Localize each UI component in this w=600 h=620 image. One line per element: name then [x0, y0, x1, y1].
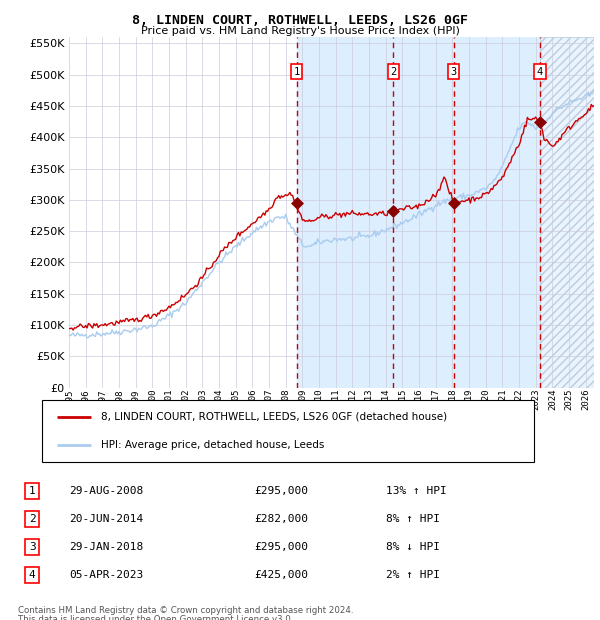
Text: 1: 1 — [29, 486, 35, 496]
Text: 29-JAN-2018: 29-JAN-2018 — [70, 542, 144, 552]
Text: £295,000: £295,000 — [254, 486, 308, 496]
Text: 20-JUN-2014: 20-JUN-2014 — [70, 514, 144, 524]
Text: 2% ↑ HPI: 2% ↑ HPI — [386, 570, 440, 580]
Text: 29-AUG-2008: 29-AUG-2008 — [70, 486, 144, 496]
Text: 1: 1 — [293, 66, 300, 77]
Text: Price paid vs. HM Land Registry's House Price Index (HPI): Price paid vs. HM Land Registry's House … — [140, 26, 460, 36]
Text: 13% ↑ HPI: 13% ↑ HPI — [386, 486, 447, 496]
Text: 8% ↓ HPI: 8% ↓ HPI — [386, 542, 440, 552]
Text: 4: 4 — [29, 570, 35, 580]
Text: 3: 3 — [29, 542, 35, 552]
Bar — [540, 37, 594, 387]
Text: 8, LINDEN COURT, ROTHWELL, LEEDS, LS26 0GF: 8, LINDEN COURT, ROTHWELL, LEEDS, LS26 0… — [132, 14, 468, 27]
Text: 4: 4 — [537, 66, 543, 77]
Text: 05-APR-2023: 05-APR-2023 — [70, 570, 144, 580]
Text: 8% ↑ HPI: 8% ↑ HPI — [386, 514, 440, 524]
Bar — [296, 37, 540, 387]
Text: Contains HM Land Registry data © Crown copyright and database right 2024.: Contains HM Land Registry data © Crown c… — [18, 606, 353, 616]
Text: 8, LINDEN COURT, ROTHWELL, LEEDS, LS26 0GF (detached house): 8, LINDEN COURT, ROTHWELL, LEEDS, LS26 0… — [101, 412, 447, 422]
Text: £425,000: £425,000 — [254, 570, 308, 580]
Text: This data is licensed under the Open Government Licence v3.0.: This data is licensed under the Open Gov… — [18, 615, 293, 620]
Text: 2: 2 — [391, 66, 397, 77]
Text: HPI: Average price, detached house, Leeds: HPI: Average price, detached house, Leed… — [101, 440, 325, 450]
Text: 2: 2 — [29, 514, 35, 524]
Text: £295,000: £295,000 — [254, 542, 308, 552]
Bar — [540, 37, 594, 387]
Text: 3: 3 — [451, 66, 457, 77]
Text: £282,000: £282,000 — [254, 514, 308, 524]
